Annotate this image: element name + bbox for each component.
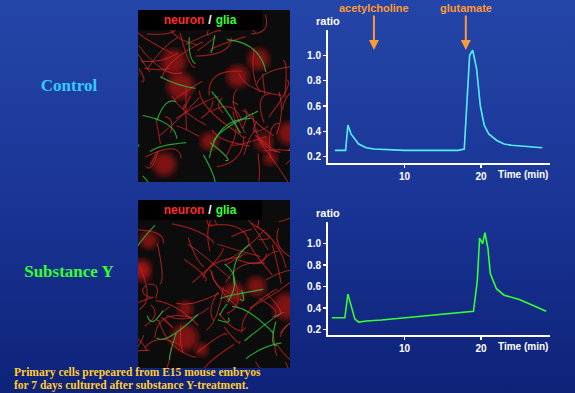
svg-text:0.8: 0.8 bbox=[307, 260, 321, 271]
svg-text:0.6: 0.6 bbox=[307, 101, 321, 112]
svg-text:0.6: 0.6 bbox=[307, 281, 321, 292]
html-text:for 7 days cultured after subs: for 7 days cultured after substance Y-tr… bbox=[14, 379, 249, 391]
svg-text:10: 10 bbox=[399, 343, 411, 354]
svg-text:Time (min): Time (min) bbox=[498, 169, 548, 180]
svg-text:0.2: 0.2 bbox=[307, 151, 321, 162]
svg-text:Time (min): Time (min) bbox=[498, 341, 548, 352]
html-text:neuron / glia: neuron / glia bbox=[163, 203, 237, 217]
html-text:Control: Control bbox=[40, 76, 98, 95]
svg-text:1.0: 1.0 bbox=[307, 238, 321, 249]
svg-text:1.0: 1.0 bbox=[307, 50, 321, 61]
svg-text:0.8: 0.8 bbox=[307, 75, 321, 86]
svg-text:ratio: ratio bbox=[316, 15, 340, 27]
svg-text:ratio: ratio bbox=[316, 207, 340, 219]
html-text:Substance Y: Substance Y bbox=[24, 262, 114, 281]
svg-text:glutamate: glutamate bbox=[440, 2, 492, 14]
html-text:Primary cells prepeared from E: Primary cells prepeared from E15 mouse e… bbox=[14, 366, 261, 378]
svg-text:20: 20 bbox=[476, 343, 488, 354]
svg-text:0.2: 0.2 bbox=[307, 324, 321, 335]
svg-text:0.4: 0.4 bbox=[307, 303, 321, 314]
svg-text:20: 20 bbox=[476, 171, 488, 182]
html-text:neuron / glia: neuron / glia bbox=[163, 13, 237, 27]
svg-text:10: 10 bbox=[399, 171, 411, 182]
svg-text:0.4: 0.4 bbox=[307, 126, 321, 137]
svg-text:acetylcholine: acetylcholine bbox=[339, 2, 409, 14]
